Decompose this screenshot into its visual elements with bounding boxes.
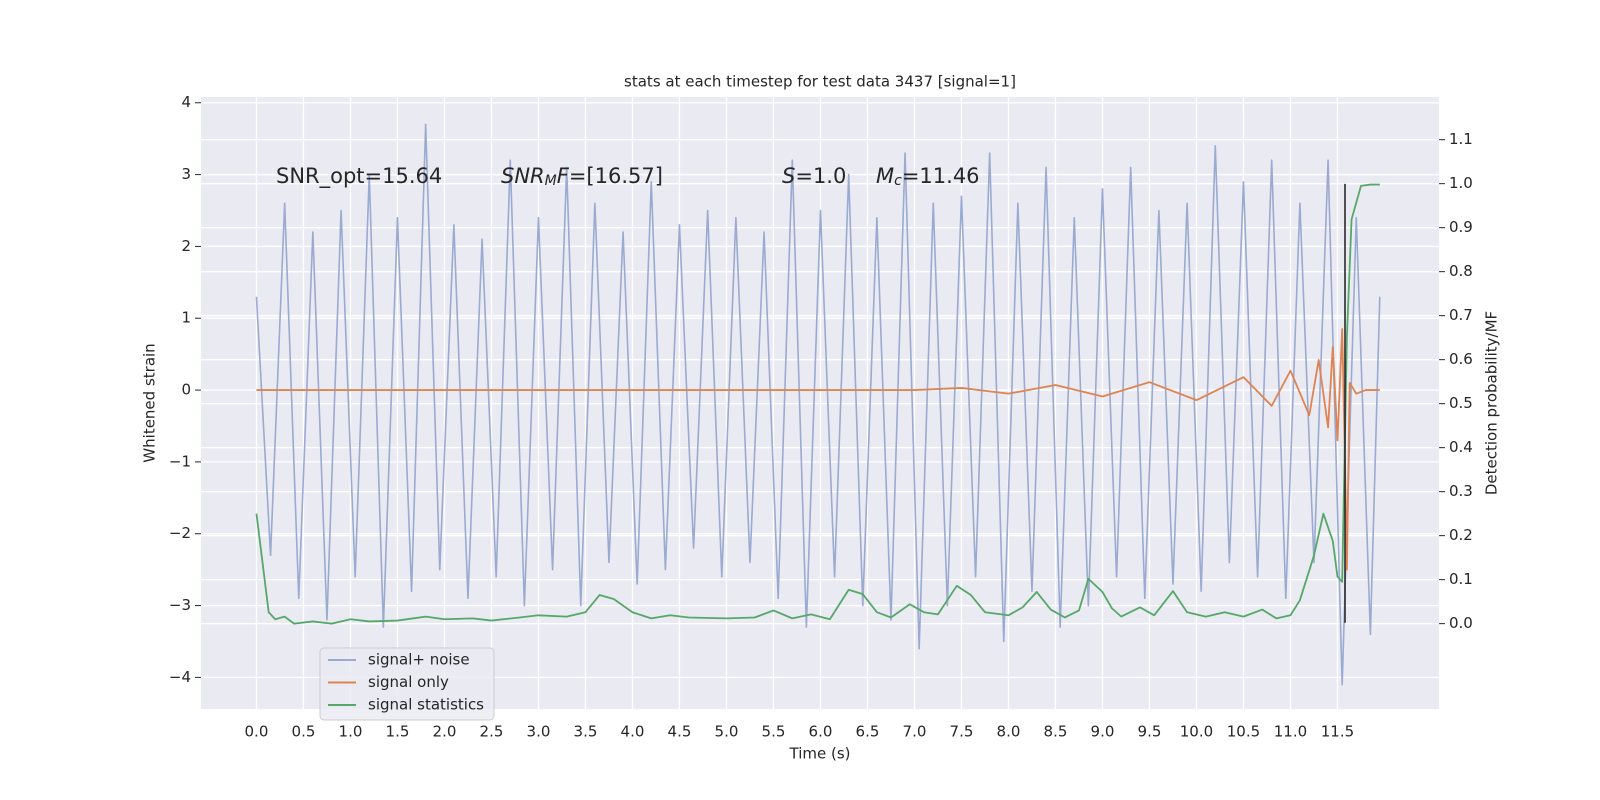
x-tick-label: 6.5 (856, 723, 880, 741)
annotation: S=1.0 (782, 164, 846, 188)
y-axis-label: Whitened strain (141, 343, 159, 462)
series-line (255, 183, 1380, 625)
annotation: SNR_opt=15.64 (276, 164, 442, 189)
legend-box (319, 647, 495, 721)
x-tick-label: 7.5 (950, 723, 974, 741)
annotation-part: F (557, 164, 570, 188)
y-tick-label: 4 (181, 93, 191, 111)
y2-tick-label: 0.2 (1449, 526, 1473, 544)
x-tick-label: 7.0 (903, 723, 927, 741)
annotation: SNRMF=[16.57] (501, 164, 663, 189)
legend-label: signal only (368, 673, 449, 691)
y-tick-label: −3 (169, 596, 191, 614)
marks (255, 123, 1381, 686)
x-tick-label: 3.5 (574, 723, 598, 741)
annotation-part: c (894, 173, 902, 189)
y2-tick-label: 0.6 (1449, 350, 1473, 368)
y-tick-label: 3 (181, 165, 191, 183)
annotation: Mc=11.46 (876, 164, 980, 189)
x-tick-label: 4.5 (668, 723, 692, 741)
y2-tick-label: 0.8 (1449, 262, 1473, 280)
x-tick-label: 9.5 (1138, 723, 1162, 741)
y2-tick-label: 1.0 (1449, 174, 1473, 192)
annotation-part: SNR_opt=15.64 (276, 164, 442, 189)
x-tick-label: 10.0 (1180, 723, 1213, 741)
grid (201, 97, 1439, 709)
annotation-part: =1.0 (795, 164, 846, 188)
x-tick-label: 1.0 (339, 723, 363, 741)
x-tick-label: 8.0 (997, 723, 1021, 741)
annotation-part: M (876, 164, 894, 188)
annotation-part: =[16.57] (569, 164, 663, 188)
annotation-part: SNR (501, 164, 545, 188)
legend-label: signal+ noise (368, 651, 470, 669)
x-tick-label: 0.5 (292, 723, 316, 741)
y2-tick-label: 0.1 (1449, 570, 1473, 588)
y2-axis-label: Detection probability/MF (1483, 311, 1501, 495)
y-tick-label: −2 (169, 524, 191, 542)
x-tick-label: 2.0 (433, 723, 457, 741)
x-tick-label: 1.5 (386, 723, 410, 741)
annotation-part: S (782, 164, 795, 188)
x-tick-label: 9.0 (1091, 723, 1115, 741)
x-tick-label: 8.5 (1044, 723, 1068, 741)
y-tick-label: 0 (181, 381, 191, 399)
x-tick-label: 6.0 (809, 723, 833, 741)
y2-tick-label: 0.7 (1449, 306, 1473, 324)
y-tick-label: −1 (169, 452, 191, 470)
y-tick-label: 2 (181, 237, 191, 255)
series-line (255, 123, 1381, 686)
x-tick-label: 3.0 (527, 723, 551, 741)
legend-label: signal statistics (368, 696, 484, 714)
y2-tick-label: 1.1 (1449, 130, 1473, 148)
x-tick-label: 4.0 (621, 723, 645, 741)
y2-tick-label: 0.9 (1449, 218, 1473, 236)
x-axis-label: Time (s) (789, 745, 851, 763)
y2-tick-label: 0.3 (1449, 482, 1473, 500)
y-tick-label: 1 (181, 309, 191, 327)
x-tick-label: 0.0 (245, 723, 269, 741)
annotation-part: M (545, 173, 557, 189)
y2-tick-label: 0.5 (1449, 394, 1473, 412)
y2-tick-label: 0.0 (1449, 614, 1473, 632)
x-tick-label: 5.5 (762, 723, 786, 741)
y2-tick-label: 0.4 (1449, 438, 1473, 456)
x-tick-label: 5.0 (715, 723, 739, 741)
annotation-part: =11.46 (902, 164, 980, 188)
x-tick-label: 10.5 (1227, 723, 1260, 741)
x-tick-label: 2.5 (480, 723, 504, 741)
x-tick-label: 11.5 (1321, 723, 1354, 741)
y-tick-label: −4 (169, 668, 191, 686)
chart-title: stats at each timestep for test data 343… (624, 73, 1016, 91)
x-tick-label: 11.0 (1274, 723, 1307, 741)
